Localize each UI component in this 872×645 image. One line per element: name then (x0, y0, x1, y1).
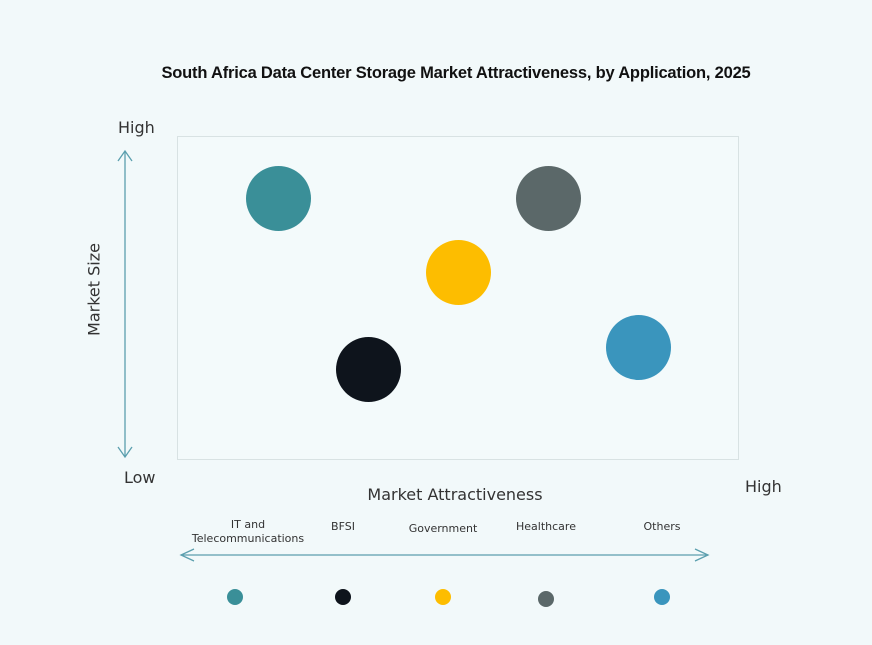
legend-label: BFSI (331, 520, 355, 533)
legend-dot-icon (335, 589, 351, 605)
legend-label: Healthcare (516, 520, 576, 533)
legend-dot-icon (654, 589, 670, 605)
bubble-government (426, 240, 491, 306)
x-axis-title: Market Attractiveness (367, 485, 543, 504)
legend-label: Others (643, 520, 681, 533)
bubble-it-and-telecommunications (246, 165, 312, 231)
y-axis-high-label: High (118, 118, 155, 137)
chart-title: South Africa Data Center Storage Market … (161, 64, 751, 82)
legend-label: Government (408, 522, 478, 535)
legend-label: IT and Telecommunications (191, 518, 305, 545)
y-axis-low-label: Low (124, 468, 156, 487)
bubble-bfsi (336, 337, 402, 403)
bubble-others (605, 314, 671, 380)
legend-dot-icon (227, 589, 243, 605)
x-axis-legend-arrow (179, 548, 710, 562)
legend-dot-icon (538, 591, 554, 607)
x-axis-high-label: High (745, 477, 782, 496)
bubble-healthcare (515, 165, 581, 231)
y-axis-arrow (117, 149, 133, 459)
legend-dot-icon (435, 589, 451, 605)
